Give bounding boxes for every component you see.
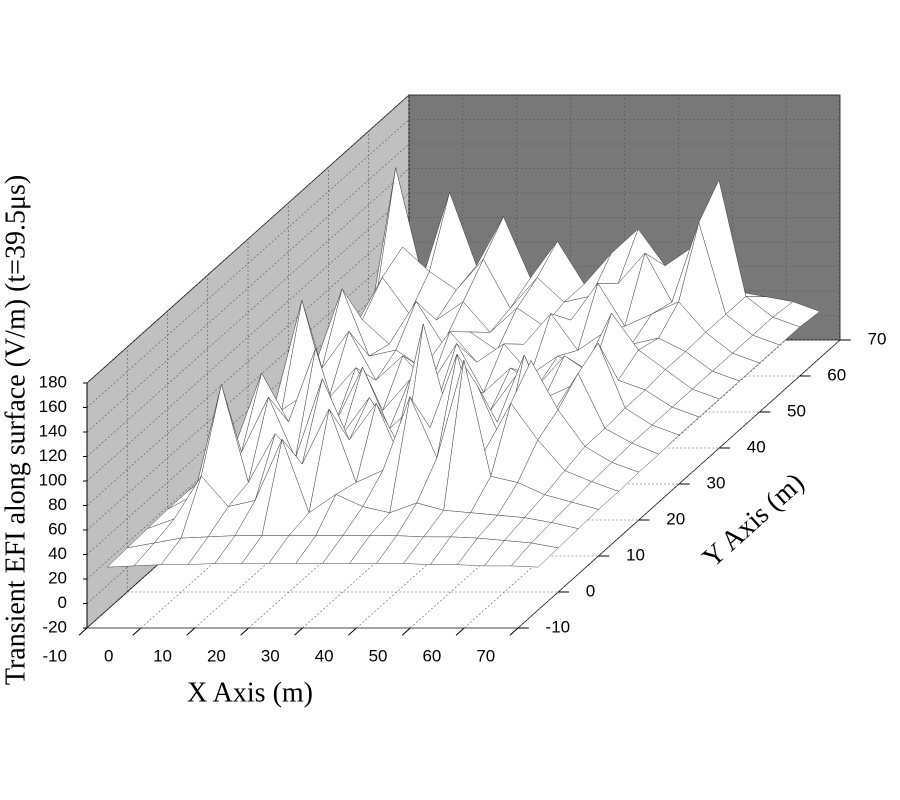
z-tick-label: -20	[42, 617, 67, 636]
z-tick-label: 0	[58, 593, 67, 612]
y-tick-label: 10	[626, 545, 645, 564]
y-tick-label: 50	[787, 401, 806, 420]
x-tick-label: 50	[369, 646, 388, 665]
y-tick-label: 30	[707, 473, 726, 492]
y-tick-label: -10	[546, 617, 571, 636]
x-tick-label: 70	[476, 646, 495, 665]
x-tick-label: 20	[207, 646, 226, 665]
x-tick	[509, 627, 519, 636]
x-tick-label: 60	[422, 646, 441, 665]
y-tick-label: 70	[868, 329, 887, 348]
grid-line	[86, 119, 410, 408]
grid-line	[86, 192, 410, 482]
y-tick-label: 20	[666, 509, 685, 528]
x-tick	[294, 627, 303, 636]
x-tick	[78, 627, 88, 636]
z-tick-label: 100	[39, 470, 67, 489]
grid-line	[86, 168, 410, 457]
x-tick-label: 30	[261, 646, 280, 665]
z-tick-label: 20	[48, 568, 67, 587]
y-tick-label: 60	[827, 365, 846, 384]
x-tick	[347, 627, 357, 636]
x-tick	[240, 627, 249, 636]
z-tick-label: 180	[39, 372, 67, 391]
grid-line	[86, 241, 410, 531]
grid-line	[86, 143, 410, 433]
grid-line	[86, 217, 410, 506]
x-tick	[186, 627, 196, 636]
z-tick-label: 60	[48, 519, 67, 538]
z-tick-label: 160	[39, 397, 67, 416]
z-tick-label: 140	[39, 421, 67, 440]
x-tick	[132, 627, 142, 636]
x-axis-label: X Axis (m)	[187, 677, 313, 708]
x-tick	[401, 627, 411, 636]
y-tick-label: 0	[586, 581, 595, 600]
plot-area	[78, 94, 851, 636]
x-tick-label: -10	[43, 646, 68, 665]
x-tick-label: 0	[104, 646, 113, 665]
grid-line	[86, 94, 410, 384]
x-tick-label: 40	[315, 646, 334, 665]
y-tick-label: 40	[747, 437, 766, 456]
z-tick-label: 120	[39, 446, 67, 465]
z-axis-label: Transient EFI along surface (V/m) (t=39.…	[0, 175, 31, 685]
x-tick-label: 10	[153, 646, 172, 665]
z-tick-label: 80	[48, 495, 67, 514]
surface-cell	[510, 542, 559, 568]
z-tick-label: 40	[48, 544, 67, 563]
x-tick	[455, 627, 465, 636]
